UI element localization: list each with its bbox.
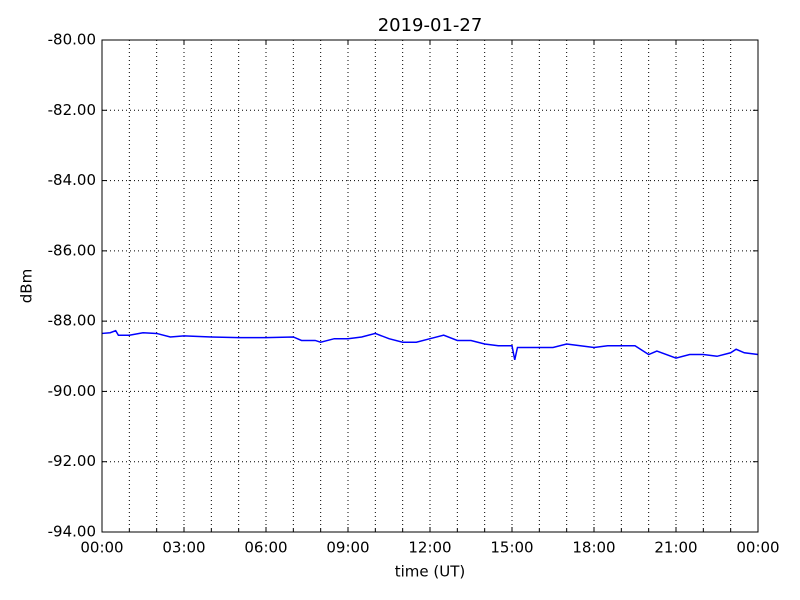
x-tick-label: 18:00 xyxy=(572,539,615,557)
y-tick-label: -82.00 xyxy=(48,101,96,119)
plot-frame xyxy=(101,39,759,533)
data-line xyxy=(101,329,759,360)
x-tick-label: 21:00 xyxy=(654,539,697,557)
x-tick-label: 12:00 xyxy=(408,539,451,557)
x-tick-label: 00:00 xyxy=(736,539,779,557)
y-tick-label: -92.00 xyxy=(48,452,96,470)
y-tick-label: -80.00 xyxy=(48,31,96,49)
y-axis-label: dBm xyxy=(18,269,36,303)
y-tick-label: -84.00 xyxy=(48,171,96,189)
y-tick-label: -90.00 xyxy=(48,382,96,400)
y-tick-label: -94.00 xyxy=(48,523,96,541)
x-tick-label: 06:00 xyxy=(244,539,287,557)
x-tick-label: 03:00 xyxy=(162,539,205,557)
chart-title: 2019-01-27 xyxy=(378,15,483,36)
y-tick-label: -88.00 xyxy=(48,312,96,330)
x-tick-label: 00:00 xyxy=(80,539,123,557)
x-tick-label: 09:00 xyxy=(326,539,369,557)
y-tick-label: -86.00 xyxy=(48,241,96,259)
x-tick-label: 15:00 xyxy=(490,539,533,557)
x-axis-label: time (UT) xyxy=(395,563,466,581)
